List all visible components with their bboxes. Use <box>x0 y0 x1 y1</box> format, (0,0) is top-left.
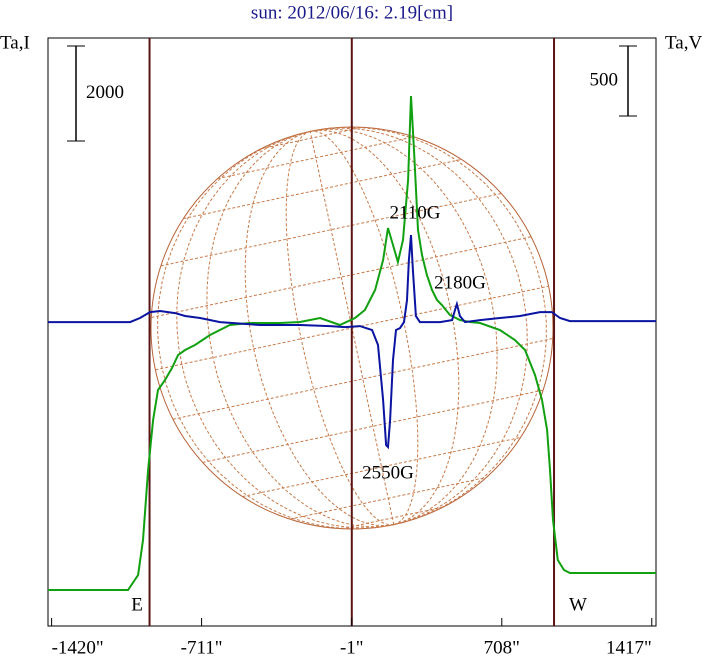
globe-grid <box>172 338 553 420</box>
globe-grid <box>151 236 532 318</box>
annotation: W <box>569 594 587 615</box>
scale-bar-label: 2000 <box>86 82 124 103</box>
scale-bar-label: 500 <box>590 69 619 90</box>
globe-grid <box>341 506 444 530</box>
annotation: 2180G <box>434 272 486 293</box>
globe-grid <box>260 126 363 150</box>
scan-line <box>48 95 656 591</box>
solar-globe <box>150 126 554 530</box>
x-tick-label: 1417" <box>606 637 652 658</box>
globe-grid <box>285 130 394 526</box>
x-tick-label: -1" <box>340 637 364 658</box>
annotation: 2550G <box>362 462 414 483</box>
globe-grid <box>217 136 415 180</box>
globe-grid <box>206 130 394 528</box>
globe-grid <box>289 476 487 520</box>
y2-axis-label: Ta,V <box>665 32 702 53</box>
chart-title: sun: 2012/06/16: 2.19[cm] <box>251 2 453 23</box>
globe-grid <box>183 158 462 219</box>
annotation: 2110G <box>389 202 440 223</box>
annotation: E <box>131 594 143 615</box>
globe-grid <box>310 130 419 526</box>
globe-grid <box>242 437 521 498</box>
x-tick-label: -1420" <box>52 637 104 658</box>
globe-grid <box>176 130 394 529</box>
y-axis-label: Ta,I <box>0 32 30 53</box>
x-tick-label: -711" <box>181 637 223 658</box>
x-tick-label: 708" <box>484 637 520 658</box>
scan-line <box>48 235 656 450</box>
